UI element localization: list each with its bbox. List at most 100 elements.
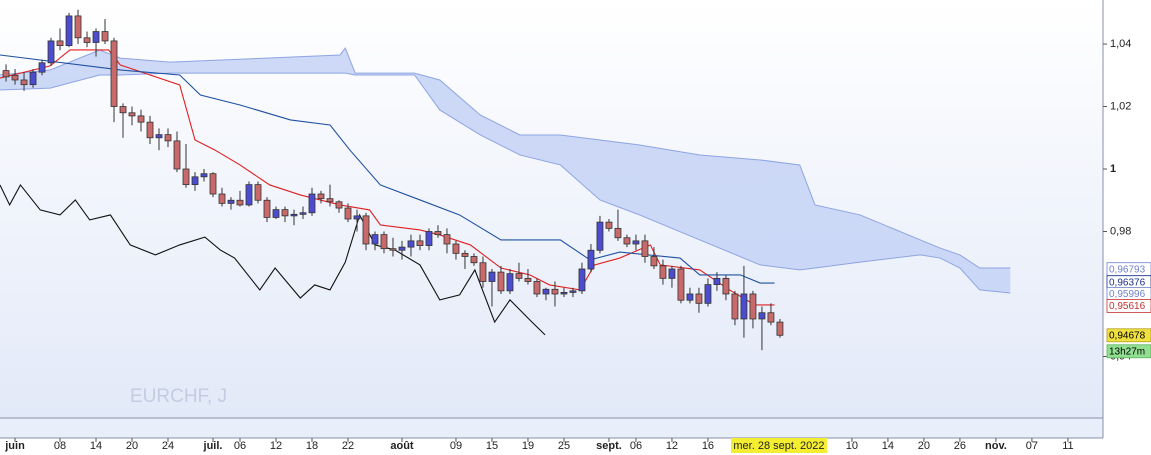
candle-body (677, 268, 685, 301)
indicator-line (0, 183, 546, 336)
cloud-upper-edge (0, 47, 1011, 269)
candle-body (182, 168, 190, 186)
x-tick-label: 11 (1062, 440, 1073, 452)
candle-body (686, 293, 694, 301)
plot-footer (0, 418, 1103, 438)
candle-body (209, 173, 217, 195)
candle-body (398, 246, 406, 251)
x-tick-label: août (390, 440, 414, 452)
candle-body (587, 249, 595, 270)
x-tick-label: sept. (596, 440, 622, 452)
candle-body (272, 209, 280, 218)
candle-body (650, 256, 658, 267)
candle-body (695, 293, 703, 304)
candle-body (443, 234, 451, 245)
y-tick-label: 1 (1110, 163, 1116, 175)
candle-body (560, 292, 568, 295)
price-label: 0,95616 (1109, 301, 1146, 312)
candle-body (38, 62, 46, 73)
candle-body (65, 15, 73, 47)
candle-body (479, 262, 487, 282)
x-tick-label: 24 (162, 440, 174, 452)
candle-body (47, 40, 55, 64)
x-tick-label: juin (4, 440, 25, 452)
x-tick-label: 06 (630, 440, 642, 452)
candle-body (128, 112, 136, 117)
cursor-label: mer. 28 sept. 2022 (733, 440, 824, 452)
x-tick-label: 25 (558, 440, 570, 452)
x-tick-label: 08 (54, 440, 66, 452)
x-tick-label: 15 (486, 440, 498, 452)
candle-body (515, 273, 523, 279)
x-tick-label: 16 (702, 440, 714, 452)
candle-body (596, 221, 604, 251)
candle-body (137, 115, 145, 123)
candle-body (173, 140, 181, 170)
candle-body (740, 293, 748, 320)
countdown-label: 13h27m (1109, 346, 1145, 357)
candle-body (389, 248, 397, 251)
x-tick-label: 06 (234, 440, 246, 452)
price-label: 0,94678 (1109, 330, 1146, 341)
y-tick-label: 1,02 (1110, 100, 1131, 112)
candle-body (488, 271, 496, 282)
candle-body (452, 243, 460, 254)
candle-body (353, 215, 361, 220)
candle-body (758, 312, 766, 320)
candle-body (623, 237, 631, 245)
watermark: EURCHF, J (130, 386, 227, 407)
cloud-lower-edge (0, 72, 1011, 294)
y-tick-label: 1,04 (1110, 38, 1131, 50)
candle-body (218, 193, 226, 204)
price-label: 0,95996 (1109, 289, 1146, 300)
candle-body (92, 31, 100, 43)
x-tick-label: 18 (306, 440, 318, 452)
candle-body (713, 277, 721, 286)
candle-body (335, 201, 343, 209)
candle-body (164, 134, 172, 142)
x-tick-label: 12 (666, 440, 678, 452)
candle-body (425, 231, 433, 246)
candle-body (371, 234, 379, 245)
x-tick-label: 26 (954, 440, 966, 452)
candle-body (146, 121, 154, 139)
candle-body (470, 256, 478, 264)
candle-body (641, 240, 649, 257)
candle-body (407, 240, 415, 248)
x-tick-label: 10 (846, 440, 858, 452)
candle-body (506, 273, 514, 292)
candle-body (731, 293, 739, 320)
price-label: 0,96376 (1109, 277, 1146, 288)
x-tick-label: 07 (1026, 440, 1038, 452)
x-tick-label: nov. (985, 440, 1007, 452)
candle-body (29, 71, 37, 86)
candle-body (83, 37, 91, 43)
candle-body (344, 207, 352, 220)
candle-body (281, 209, 289, 217)
x-tick-label: 22 (342, 440, 354, 452)
countdown-bg (1106, 344, 1151, 359)
candle-body (776, 321, 784, 336)
candle-body (749, 293, 757, 320)
candle-body (380, 234, 388, 250)
candle-body (659, 265, 667, 279)
ichimoku-cloud (0, 48, 1011, 294)
candle-body (308, 193, 316, 214)
x-tick-label: 20 (918, 440, 930, 452)
x-tick-label: 09 (450, 440, 462, 452)
x-tick-label: 14 (90, 440, 102, 452)
candle-body (74, 15, 82, 39)
y-tick-label: 0,98 (1110, 225, 1131, 237)
candle-body (191, 176, 199, 186)
candle-body (254, 184, 262, 201)
candle-body (110, 40, 118, 107)
candle-body (263, 199, 271, 218)
candle-body (11, 74, 19, 81)
candle-body (101, 31, 109, 42)
candle-body (155, 134, 163, 139)
candle-body (668, 268, 676, 279)
candle-body (551, 288, 559, 295)
price-label-bg (1106, 299, 1151, 313)
